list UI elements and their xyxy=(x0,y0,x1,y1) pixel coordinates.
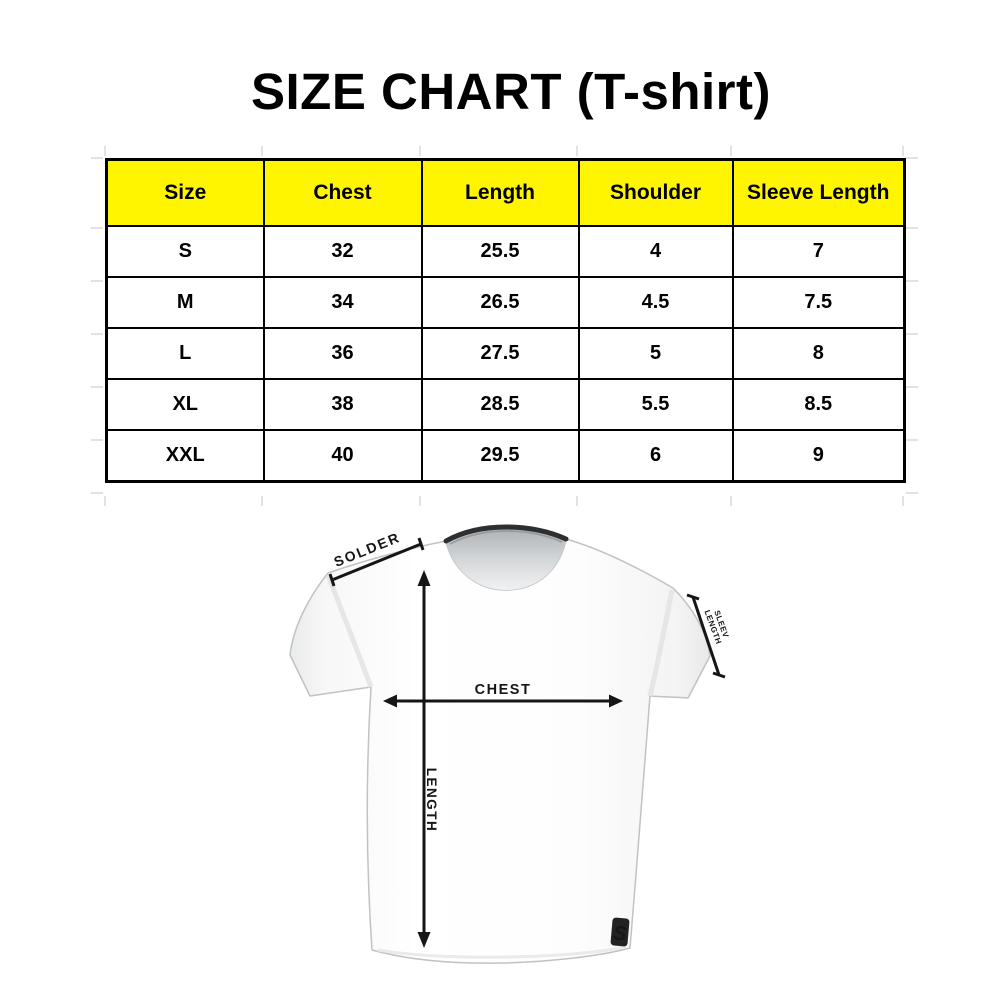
cell-shoulder: 5.5 xyxy=(577,378,734,431)
length-arrowhead-down xyxy=(417,932,431,948)
tshirt-body xyxy=(289,538,711,964)
cell-chest: 38 xyxy=(262,378,423,431)
sleeve-dim-tick-top xyxy=(686,593,700,601)
cell-length: 26.5 xyxy=(420,276,580,329)
cell-length: 25.5 xyxy=(420,225,580,278)
cell-size: XL xyxy=(105,378,265,431)
cell-sleeve: 7.5 xyxy=(731,276,906,329)
cell-sleeve: 8 xyxy=(731,327,906,380)
cell-chest: 36 xyxy=(262,327,423,380)
cell-sleeve: 7 xyxy=(731,225,906,278)
shoulder-dim-tick-left xyxy=(328,573,336,587)
shoulder-dim-tick-right xyxy=(417,537,425,551)
table-row: XXL 40 29.5 6 9 xyxy=(105,429,906,483)
cell-chest: 34 xyxy=(262,276,423,329)
chest-arrowhead-right xyxy=(609,694,623,708)
sleeve-dim-line xyxy=(691,596,721,676)
cell-size: L xyxy=(105,327,265,380)
cell-length: 28.5 xyxy=(420,378,580,431)
hem-shadow xyxy=(377,945,627,959)
col-header-size: Size xyxy=(105,158,265,227)
table-row: M 34 26.5 4.5 7.5 xyxy=(105,276,906,329)
table-row: S 32 25.5 4 7 xyxy=(105,225,906,278)
cell-sleeve: 9 xyxy=(731,429,906,483)
shoulder-dim-line xyxy=(331,542,422,582)
cell-length: 27.5 xyxy=(420,327,580,380)
col-header-shoulder: Shoulder xyxy=(577,158,734,227)
sleeve-label-line2: LENGTH xyxy=(703,609,724,646)
size-chart-table: Size Chest Length Shoulder Sleeve Length… xyxy=(105,158,906,483)
header-row: Size Chest Length Shoulder Sleeve Length xyxy=(105,158,906,227)
cell-shoulder: 4 xyxy=(577,225,734,278)
chest-arrowhead-left xyxy=(383,694,397,708)
cell-size: XXL xyxy=(105,429,265,483)
cell-sleeve: 8.5 xyxy=(731,378,906,431)
chest-label: CHEST xyxy=(475,682,532,698)
col-header-length: Length xyxy=(420,158,580,227)
tshirt-illustration: S xyxy=(289,524,711,964)
cell-chest: 40 xyxy=(262,429,423,483)
cell-shoulder: 5 xyxy=(577,327,734,380)
brand-tag: S xyxy=(610,917,630,947)
collar-ribbing-line xyxy=(449,530,563,545)
page-title: SIZE CHART (T-shirt) xyxy=(251,63,771,120)
cell-shoulder: 6 xyxy=(577,429,734,483)
cell-length: 29.5 xyxy=(420,429,580,483)
measurement-annotations xyxy=(328,537,726,948)
table-row: L 36 27.5 5 8 xyxy=(105,327,906,380)
cell-size: M xyxy=(105,276,265,329)
length-label: LENGTH xyxy=(424,768,439,833)
brand-tag-letter: S xyxy=(612,922,628,945)
cell-size: S xyxy=(105,225,265,278)
left-armpit-seam xyxy=(325,574,374,688)
length-arrowhead-up xyxy=(417,570,431,586)
right-armpit-seam xyxy=(647,589,675,697)
col-header-chest: Chest xyxy=(262,158,423,227)
sleeve-label-line1: SLEEV xyxy=(712,609,730,639)
shoulder-label: SOLDER xyxy=(332,529,403,570)
col-header-sleeve-length: Sleeve Length xyxy=(731,158,906,227)
collar-band xyxy=(443,524,569,544)
sleeve-dim-tick-bottom xyxy=(712,671,726,679)
neck-opening xyxy=(446,528,566,590)
cell-shoulder: 4.5 xyxy=(577,276,734,329)
table-row: XL 38 28.5 5.5 8.5 xyxy=(105,378,906,431)
cell-chest: 32 xyxy=(262,225,423,278)
